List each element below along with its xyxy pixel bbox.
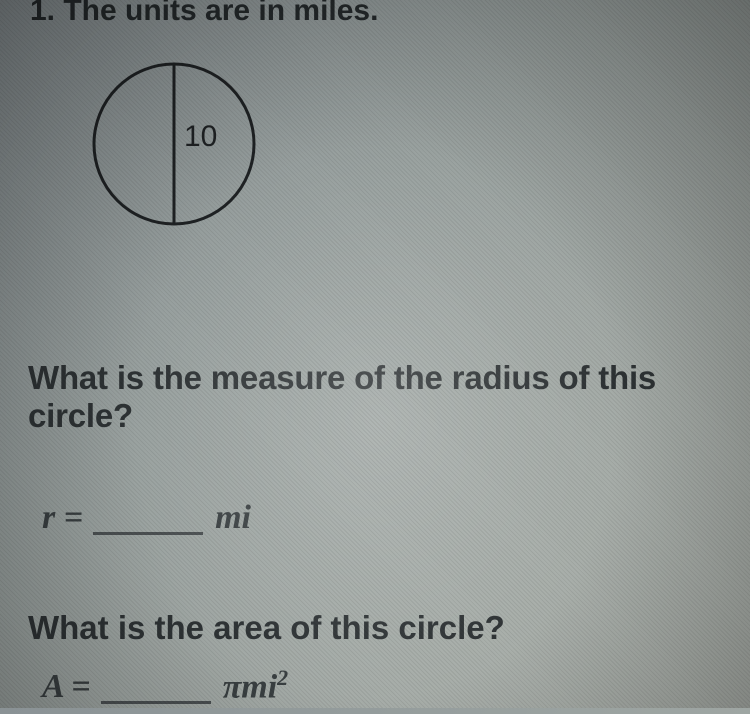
- circle-svg: 10: [84, 54, 284, 234]
- radius-lhs: r =: [42, 499, 83, 537]
- area-lhs: A =: [42, 668, 91, 706]
- radius-equation: r = mi: [24, 499, 726, 537]
- area-blank[interactable]: [101, 672, 211, 704]
- radius-unit: mi: [215, 499, 251, 537]
- area-unit: πmi2: [223, 665, 288, 706]
- area-equation: A = πmi2: [24, 665, 726, 706]
- circle-diagram: 10: [84, 54, 726, 239]
- radius-blank[interactable]: [93, 503, 203, 535]
- area-prompt: What is the area of this circle?: [24, 609, 726, 647]
- area-unit-exp: 2: [277, 665, 288, 690]
- diameter-label: 10: [184, 120, 217, 153]
- area-unit-prefix: πmi: [223, 668, 277, 705]
- radius-prompt: What is the measure of the radius of thi…: [24, 359, 726, 435]
- question-header: 1. The units are in miles.: [24, 0, 726, 28]
